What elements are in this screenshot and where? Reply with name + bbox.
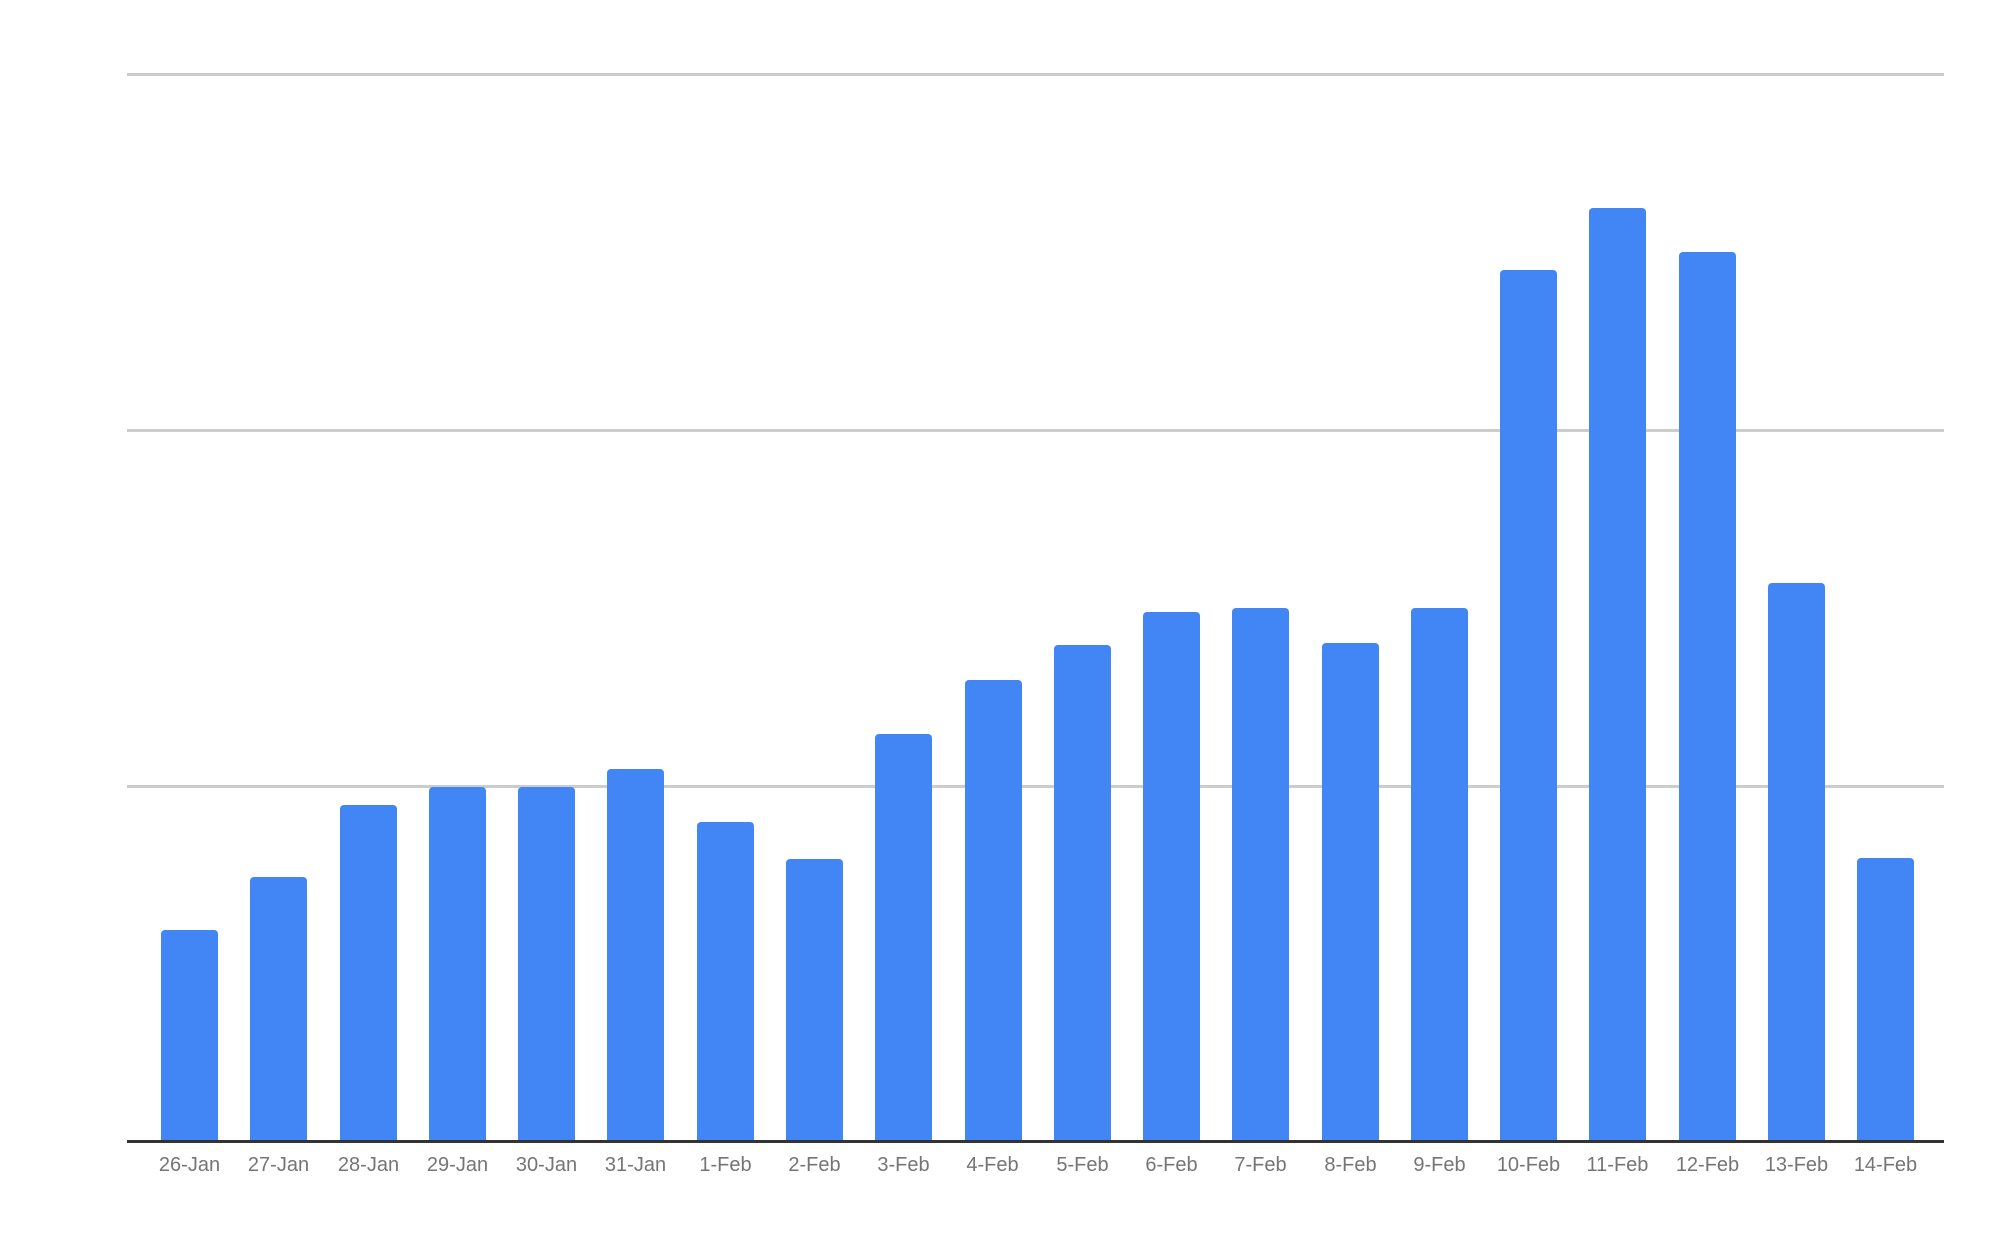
x-tick-label: 1-Feb	[699, 1154, 752, 1176]
bar[interactable]	[1232, 608, 1289, 1142]
bar[interactable]	[1322, 643, 1379, 1142]
x-tick-label: 2-Feb	[788, 1154, 841, 1176]
bar[interactable]	[1500, 270, 1557, 1142]
x-tick-label: 10-Feb	[1496, 1154, 1561, 1176]
bar[interactable]	[1857, 858, 1914, 1142]
x-tick-label: 14-Feb	[1853, 1154, 1918, 1176]
x-tick-label: 9-Feb	[1413, 1154, 1466, 1176]
bar[interactable]	[1768, 583, 1825, 1142]
x-tick-label: 3-Feb	[877, 1154, 930, 1176]
bar[interactable]	[1054, 645, 1111, 1142]
bar[interactable]	[1143, 612, 1200, 1142]
gridline	[127, 73, 1944, 76]
bar[interactable]	[1411, 608, 1468, 1142]
bar[interactable]	[518, 787, 575, 1142]
x-tick-label: 6-Feb	[1145, 1154, 1198, 1176]
bar[interactable]	[1589, 208, 1646, 1142]
bar[interactable]	[965, 680, 1022, 1142]
x-tick-label: 26-Jan	[158, 1154, 221, 1176]
bar[interactable]	[1679, 252, 1736, 1142]
x-tick-label: 30-Jan	[515, 1154, 578, 1176]
gridline	[127, 785, 1944, 788]
x-axis-line	[127, 1140, 1944, 1143]
x-tick-label: 29-Jan	[426, 1154, 489, 1176]
x-tick-label: 7-Feb	[1234, 1154, 1287, 1176]
bar[interactable]	[697, 822, 754, 1142]
bar[interactable]	[250, 877, 307, 1142]
bar[interactable]	[340, 805, 397, 1142]
bar[interactable]	[607, 769, 664, 1142]
x-tick-label: 8-Feb	[1324, 1154, 1377, 1176]
bar[interactable]	[786, 859, 843, 1142]
x-tick-label: 13-Feb	[1764, 1154, 1829, 1176]
x-tick-label: 27-Jan	[247, 1154, 310, 1176]
bar[interactable]	[875, 734, 932, 1142]
gridline	[127, 429, 1944, 432]
x-tick-label: 4-Feb	[966, 1154, 1019, 1176]
bar[interactable]	[429, 787, 486, 1142]
x-tick-label: 11-Feb	[1586, 1154, 1649, 1176]
x-tick-label: 31-Jan	[604, 1154, 667, 1176]
x-tick-label: 12-Feb	[1675, 1154, 1740, 1176]
x-tick-label: 28-Jan	[337, 1154, 400, 1176]
x-tick-label: 5-Feb	[1056, 1154, 1109, 1176]
bar[interactable]	[161, 930, 218, 1142]
